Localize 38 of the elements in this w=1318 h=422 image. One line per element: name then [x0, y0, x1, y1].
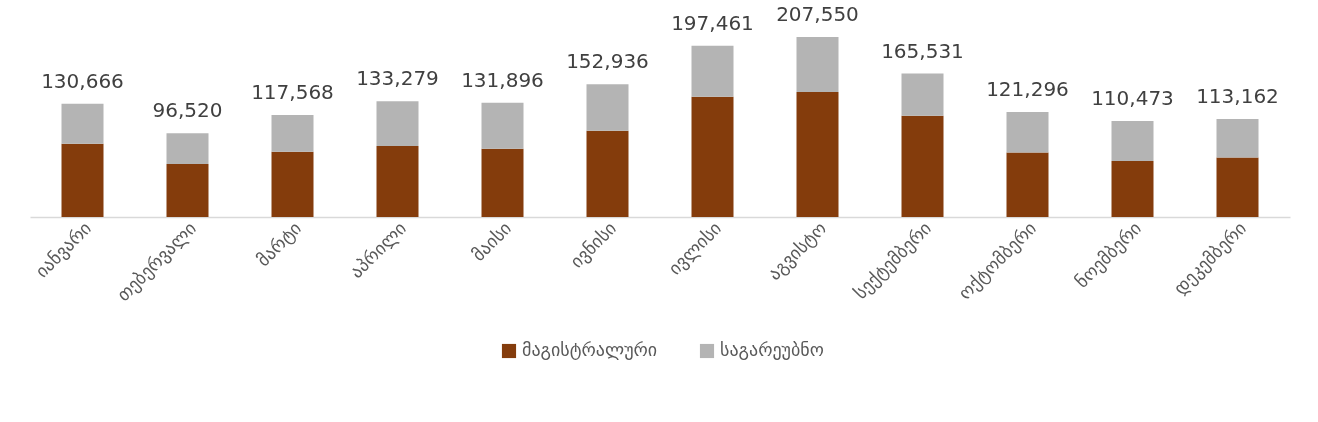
- annotation: 207,550: [776, 2, 859, 26]
- bar: [271, 115, 314, 152]
- bar: [61, 143, 104, 217]
- bar: [1006, 111, 1049, 153]
- bar: [1006, 152, 1049, 217]
- annotation: 96,520: [152, 98, 223, 123]
- bar: [901, 73, 944, 116]
- bar: [166, 133, 209, 164]
- bar: [796, 37, 839, 92]
- bar: [1111, 121, 1154, 162]
- annotation: 165,531: [881, 38, 964, 63]
- bar: [61, 103, 104, 144]
- annotation: 133,279: [356, 66, 439, 91]
- annotation: 117,568: [251, 80, 334, 105]
- bar: [376, 145, 419, 217]
- bar: [1216, 157, 1259, 217]
- bar: [586, 130, 629, 217]
- bar: [481, 102, 524, 149]
- bar: [691, 96, 734, 217]
- annotation: 197,461: [671, 10, 754, 35]
- legend-label: საგარეუბნო: [720, 339, 824, 360]
- bar: [1216, 118, 1259, 158]
- bar: [901, 115, 944, 217]
- annotation: 113,162: [1196, 83, 1279, 108]
- bar: [1111, 161, 1154, 217]
- bar: [586, 84, 629, 131]
- annotation: 131,896: [461, 67, 544, 92]
- bar: [271, 151, 314, 217]
- annotation: 121,296: [986, 76, 1069, 101]
- legend-label: მაგისტრალური: [522, 339, 658, 360]
- bar: [796, 91, 839, 217]
- bar: [481, 148, 524, 217]
- bar: [376, 101, 419, 146]
- annotation: 110,473: [1091, 86, 1174, 111]
- annotation: 130,666: [41, 68, 124, 93]
- annotation: 152,936: [566, 49, 649, 74]
- bar: [691, 45, 734, 97]
- bar: [166, 163, 209, 217]
